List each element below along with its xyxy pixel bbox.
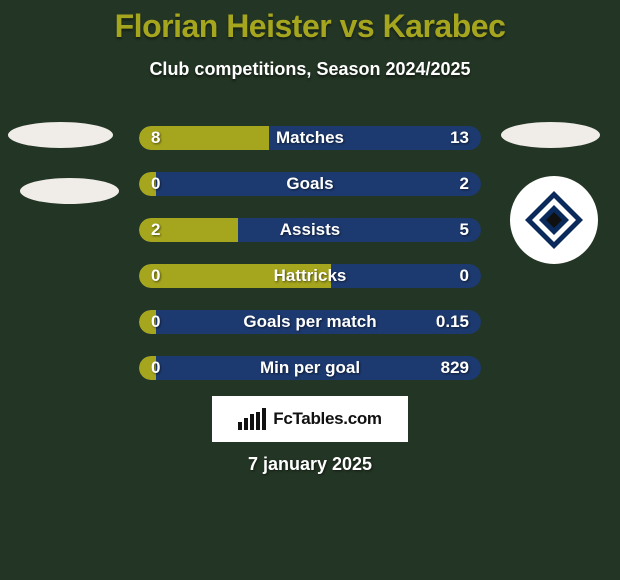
bar-label: Assists <box>280 220 340 240</box>
bar-label: Matches <box>276 128 344 148</box>
bar-label: Goals <box>286 174 333 194</box>
hsv-diamond-icon <box>522 188 586 252</box>
watermark-bars-icon <box>238 408 266 430</box>
watermark-bar-segment <box>250 414 254 430</box>
bar-value-right: 5 <box>460 220 469 240</box>
bar-value-right: 2 <box>460 174 469 194</box>
watermark-bar-segment <box>262 408 266 430</box>
bar-label: Goals per match <box>243 312 376 332</box>
stat-bar: 0 2 Goals <box>139 172 481 196</box>
bar-value-left: 2 <box>151 220 160 240</box>
bar-value-left: 0 <box>151 266 160 286</box>
player1-glyph-bottom <box>20 178 119 204</box>
bar-label: Min per goal <box>260 358 360 378</box>
bar-label: Hattricks <box>274 266 347 286</box>
watermark-bar-segment <box>238 422 242 430</box>
watermark-text: FcTables.com <box>273 409 382 429</box>
bar-value-left: 0 <box>151 358 160 378</box>
stat-bar: 0 0.15 Goals per match <box>139 310 481 334</box>
bar-value-right: 829 <box>441 358 469 378</box>
stat-bars: 8 13 Matches 0 2 Goals 2 5 Assists 0 0 Hattricks 0 0.… <box>139 126 481 380</box>
player2-club-badge <box>510 176 598 264</box>
player2-glyph-top <box>501 122 600 148</box>
stat-bar: 8 13 Matches <box>139 126 481 150</box>
bar-value-left: 0 <box>151 174 160 194</box>
stat-bar: 0 829 Min per goal <box>139 356 481 380</box>
watermark-bar-segment <box>244 418 248 430</box>
bar-value-right: 0 <box>460 266 469 286</box>
bar-value-right: 13 <box>450 128 469 148</box>
page-title: Florian Heister vs Karabec <box>0 0 620 45</box>
bar-value-right: 0.15 <box>436 312 469 332</box>
footer-date: 7 january 2025 <box>248 454 372 475</box>
stat-bar: 2 5 Assists <box>139 218 481 242</box>
watermark-bar-segment <box>256 412 260 430</box>
stat-bar: 0 0 Hattricks <box>139 264 481 288</box>
player1-glyph-top <box>8 122 113 148</box>
bar-value-left: 8 <box>151 128 160 148</box>
watermark: FcTables.com <box>212 396 408 442</box>
bar-value-left: 0 <box>151 312 160 332</box>
subtitle: Club competitions, Season 2024/2025 <box>0 59 620 80</box>
content-root: Florian Heister vs Karabec Club competit… <box>0 0 620 580</box>
